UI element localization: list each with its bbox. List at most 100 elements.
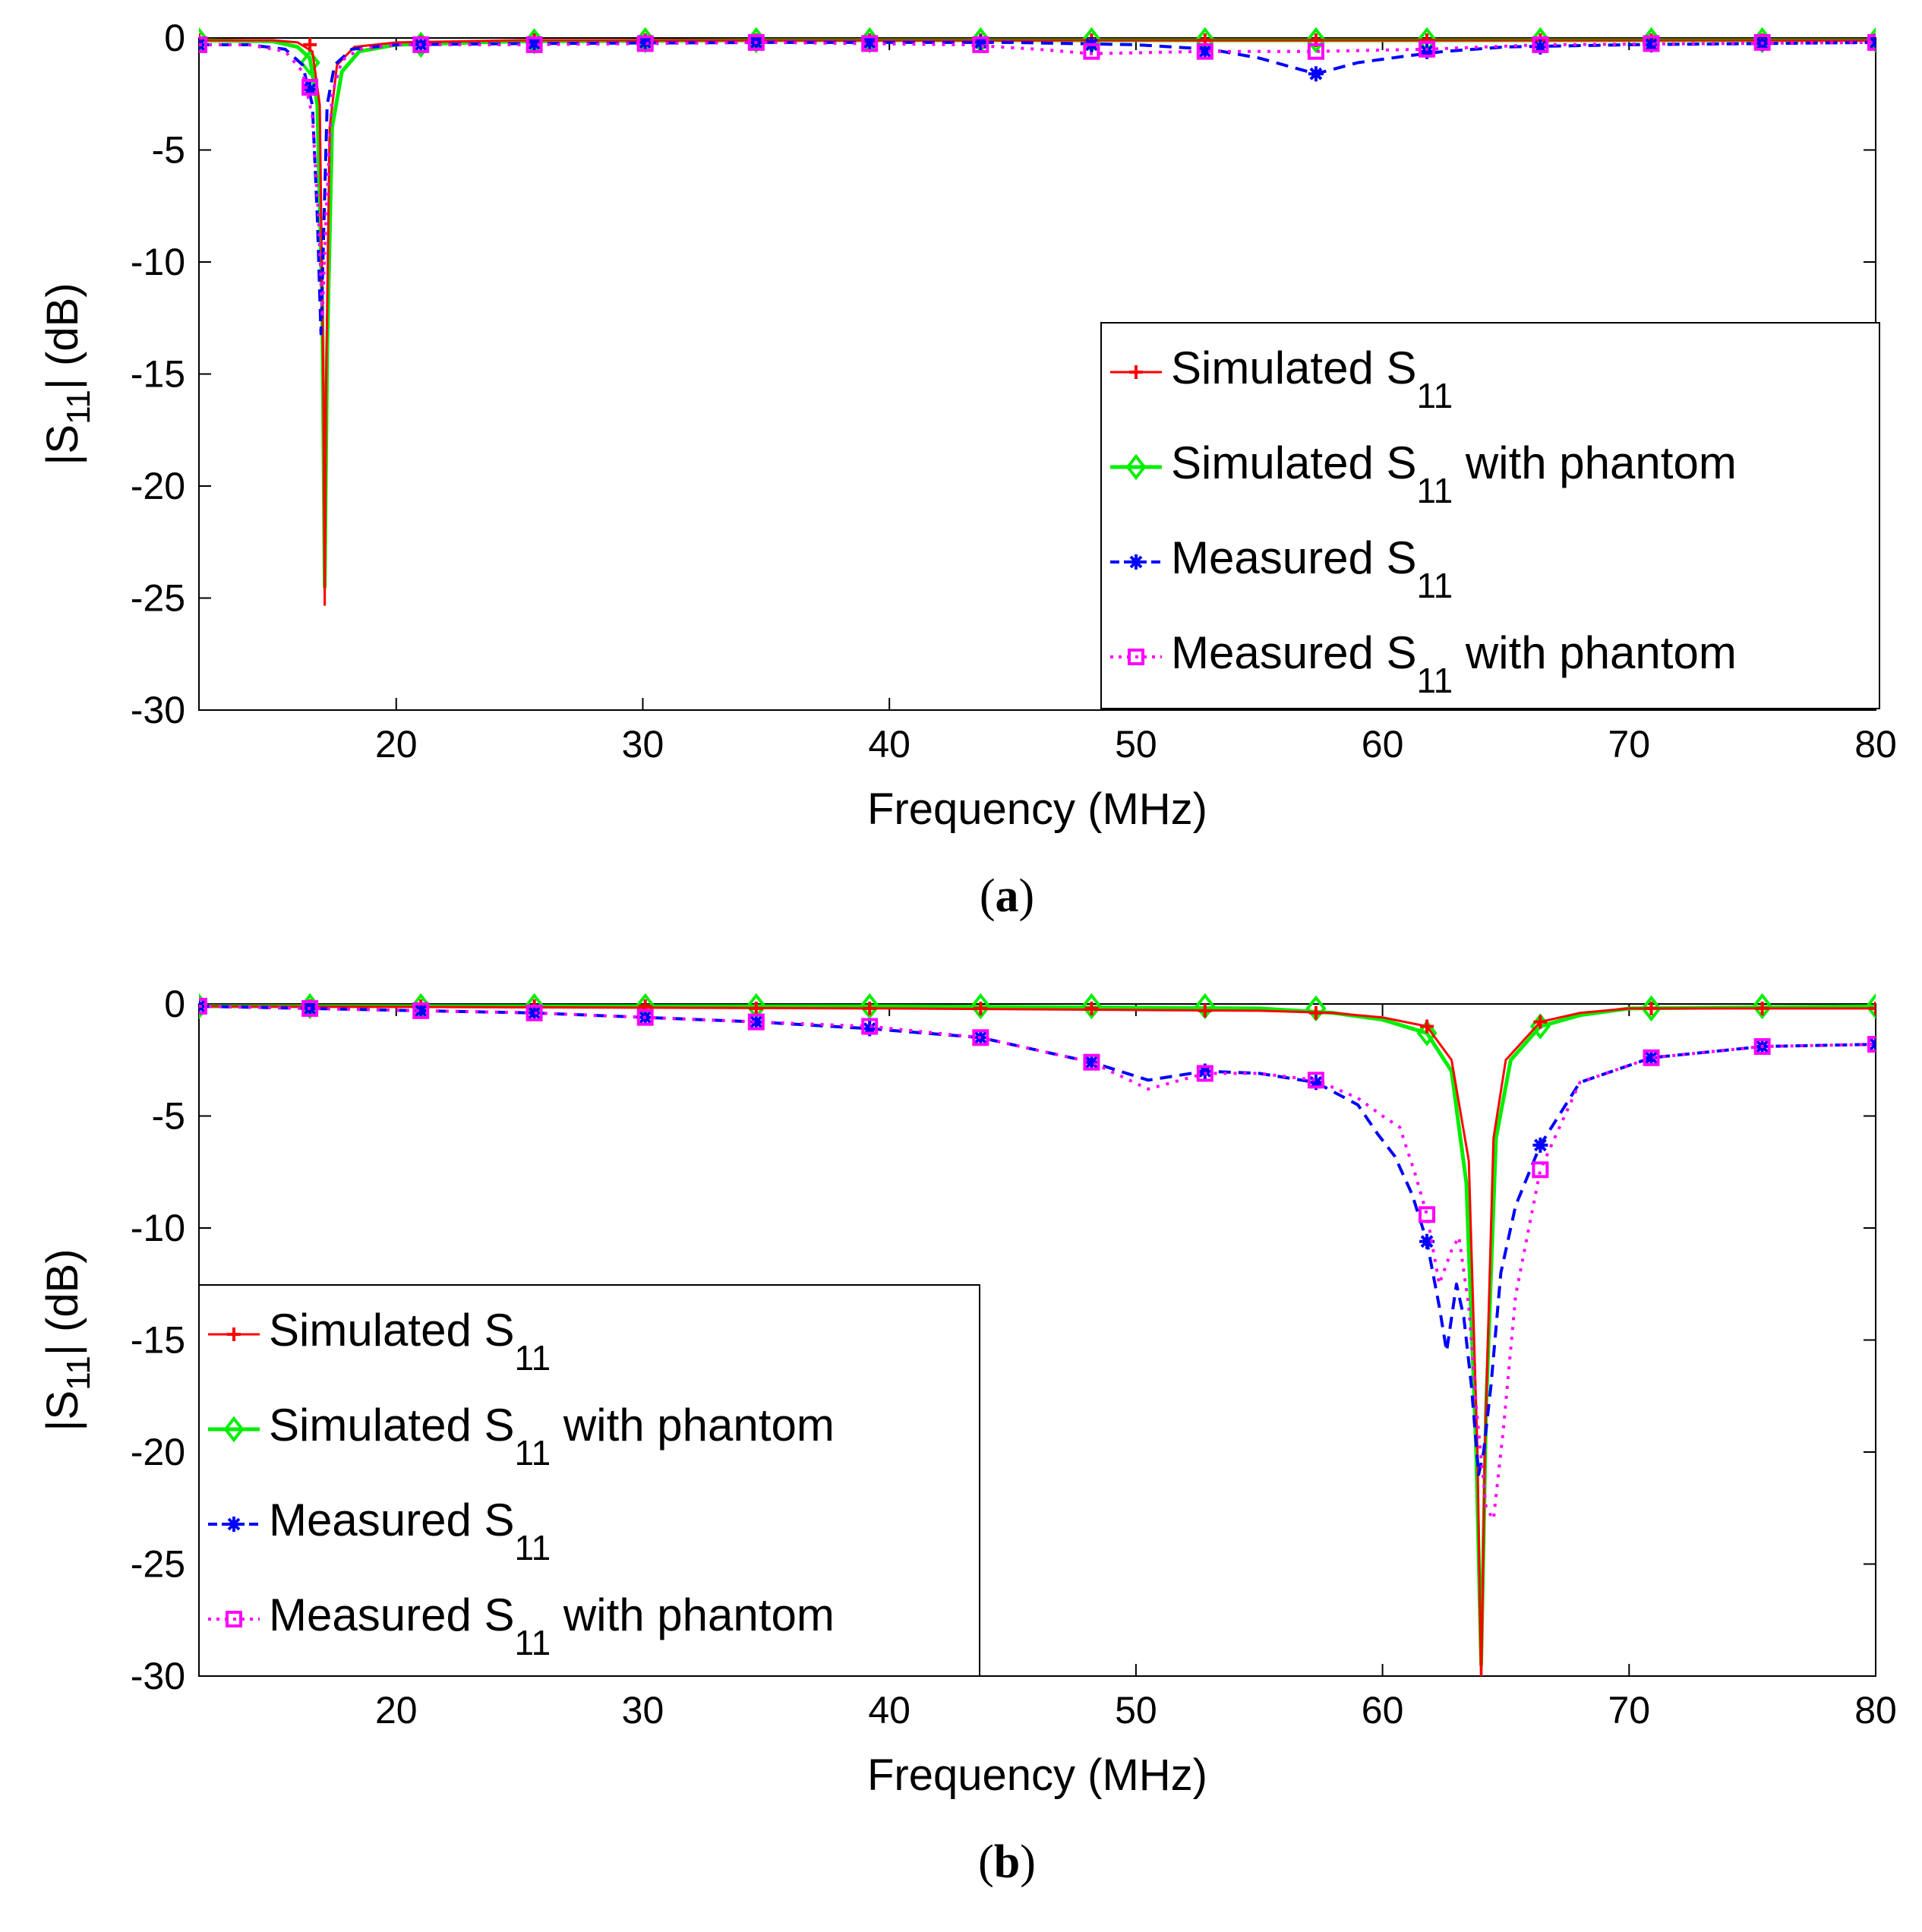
x-tick-label: 50 xyxy=(1115,1689,1157,1732)
series-0-marker xyxy=(1640,995,1662,1022)
x-tick-label: 30 xyxy=(622,723,664,766)
y-tick-label: -20 xyxy=(131,465,185,507)
series-3-marker xyxy=(972,1029,989,1046)
series-2-marker xyxy=(1308,66,1324,82)
panel-caption: (b) xyxy=(978,1836,1036,1888)
legend-marker xyxy=(1128,554,1144,570)
series-3-marker xyxy=(1753,33,1771,51)
series-3-marker xyxy=(1196,1065,1213,1082)
y-tick-label: 0 xyxy=(164,17,185,59)
series-3-marker xyxy=(1307,43,1324,60)
series-0-marker xyxy=(1305,27,1327,54)
series-1-marker xyxy=(1533,1015,1548,1029)
series-0-marker xyxy=(859,993,880,1020)
series-line-3 xyxy=(199,1005,1876,1521)
x-axis-label: Frequency (MHz) xyxy=(867,1750,1207,1800)
series-2-marker xyxy=(637,34,653,50)
series-2 xyxy=(199,998,1876,1476)
series-2-marker xyxy=(526,36,542,52)
series-0-marker xyxy=(1752,993,1773,1020)
legend-marker xyxy=(226,1611,242,1627)
series-2-marker xyxy=(1084,1054,1100,1070)
chart-b: 20 30 40 50 60 70 80 0 -5 -10 -15 -20 -25 -30 Frequenc… xyxy=(38,983,1897,1888)
chart-panel-b: 20 30 40 50 60 70 80 0 -5 -10 -15 -20 -25 -30 Frequenc… xyxy=(0,966,1922,1932)
series-3-marker xyxy=(412,36,430,53)
series-0-marker xyxy=(1416,1020,1438,1046)
series-2-marker xyxy=(1419,1233,1435,1249)
y-tick-label: -30 xyxy=(131,689,185,731)
series-0-marker xyxy=(1865,993,1876,1020)
legend-marker xyxy=(1125,453,1147,481)
series-3-marker xyxy=(972,36,989,53)
series-1-marker xyxy=(1869,33,1876,47)
series-line-2 xyxy=(199,40,1876,336)
legend-label: Simulated S11 with phantom xyxy=(269,1400,835,1473)
series-3-marker xyxy=(412,1002,430,1019)
y-tick-label: -20 xyxy=(131,1431,185,1473)
x-axis-label: Frequency (MHz) xyxy=(867,784,1207,834)
legend-marker xyxy=(1129,365,1143,379)
series-3 xyxy=(199,997,1876,1521)
series-2-marker xyxy=(1643,1050,1659,1065)
series-1-marker xyxy=(1755,1001,1769,1015)
series-3-marker xyxy=(1419,40,1436,58)
x-tick-label: 60 xyxy=(1362,723,1404,766)
x-tick-label: 20 xyxy=(375,723,418,766)
series-3-marker xyxy=(525,36,543,53)
series-0-marker xyxy=(299,49,320,76)
legend-marker xyxy=(227,1327,241,1341)
series-3-marker xyxy=(199,36,207,53)
legend-label: Simulated S11 xyxy=(1171,343,1453,415)
y-tick-label: -15 xyxy=(131,1319,185,1362)
y-tick-label: -10 xyxy=(131,241,185,283)
series-3-marker xyxy=(1643,35,1660,52)
series-3-marker xyxy=(1643,1049,1660,1066)
series-3-marker xyxy=(747,33,765,51)
x-tick-label: 30 xyxy=(622,1689,664,1732)
legend-box xyxy=(1100,322,1880,709)
series-2-marker xyxy=(1419,43,1435,59)
series-2-marker xyxy=(748,1014,764,1030)
legend-marker xyxy=(223,1416,245,1443)
y-tick-label: 0 xyxy=(164,983,185,1025)
chart-panel-a: 20 30 40 50 60 70 80 0 -5 -10 -15 -20 -25 -30 Frequenc… xyxy=(38,17,1897,922)
series-3-marker xyxy=(1532,36,1549,53)
series-2-marker xyxy=(302,81,318,97)
x-tick-label: 20 xyxy=(375,1689,418,1732)
series-2-marker xyxy=(1308,1075,1324,1091)
series-line-2 xyxy=(199,1005,1876,1476)
series-0-marker xyxy=(970,993,991,1020)
legend-label: Measured S11 xyxy=(1171,532,1453,605)
legend-marker xyxy=(1128,649,1144,665)
legend-label: Measured S11 with phantom xyxy=(269,1589,835,1662)
series-1-marker xyxy=(1420,1019,1434,1034)
series-3-marker xyxy=(747,1013,765,1031)
series-3-marker xyxy=(1753,1038,1771,1056)
y-tick-label: -25 xyxy=(131,1543,185,1586)
x-tick-label: 50 xyxy=(1115,723,1157,766)
x-axis: 20 30 40 50 60 70 80 xyxy=(375,1004,1897,1732)
series-1-marker xyxy=(1869,1001,1876,1015)
y-tick-label: -5 xyxy=(152,1095,185,1138)
x-tick-label: 40 xyxy=(868,723,911,766)
x-tick-label: 80 xyxy=(1854,1689,1897,1732)
chart-a: 20 30 40 50 60 70 80 0 -5 -10 -15 -20 -25 -30 Frequenc… xyxy=(38,17,1897,922)
series-2-marker xyxy=(973,34,989,50)
series-1-marker xyxy=(303,37,317,52)
legend-label: Simulated S11 xyxy=(269,1305,551,1378)
series-3-marker xyxy=(636,1009,654,1026)
legend-box xyxy=(198,1284,980,1677)
series-3-marker xyxy=(199,997,207,1015)
series-0-marker xyxy=(1081,993,1102,1020)
series-2-marker xyxy=(1532,1137,1548,1153)
series-3-marker xyxy=(1307,1072,1324,1089)
series-line-1 xyxy=(199,39,1876,606)
series-1-marker xyxy=(1644,1001,1658,1015)
series-2 xyxy=(199,34,1876,336)
series-1-marker xyxy=(1084,1001,1099,1015)
y-axis: 0 -5 -10 -15 -20 -25 -30 xyxy=(131,17,1876,731)
series-3-marker xyxy=(301,999,319,1017)
series-line-3 xyxy=(199,40,1876,320)
series-3-marker xyxy=(636,35,654,52)
series-3-marker xyxy=(1196,43,1213,60)
